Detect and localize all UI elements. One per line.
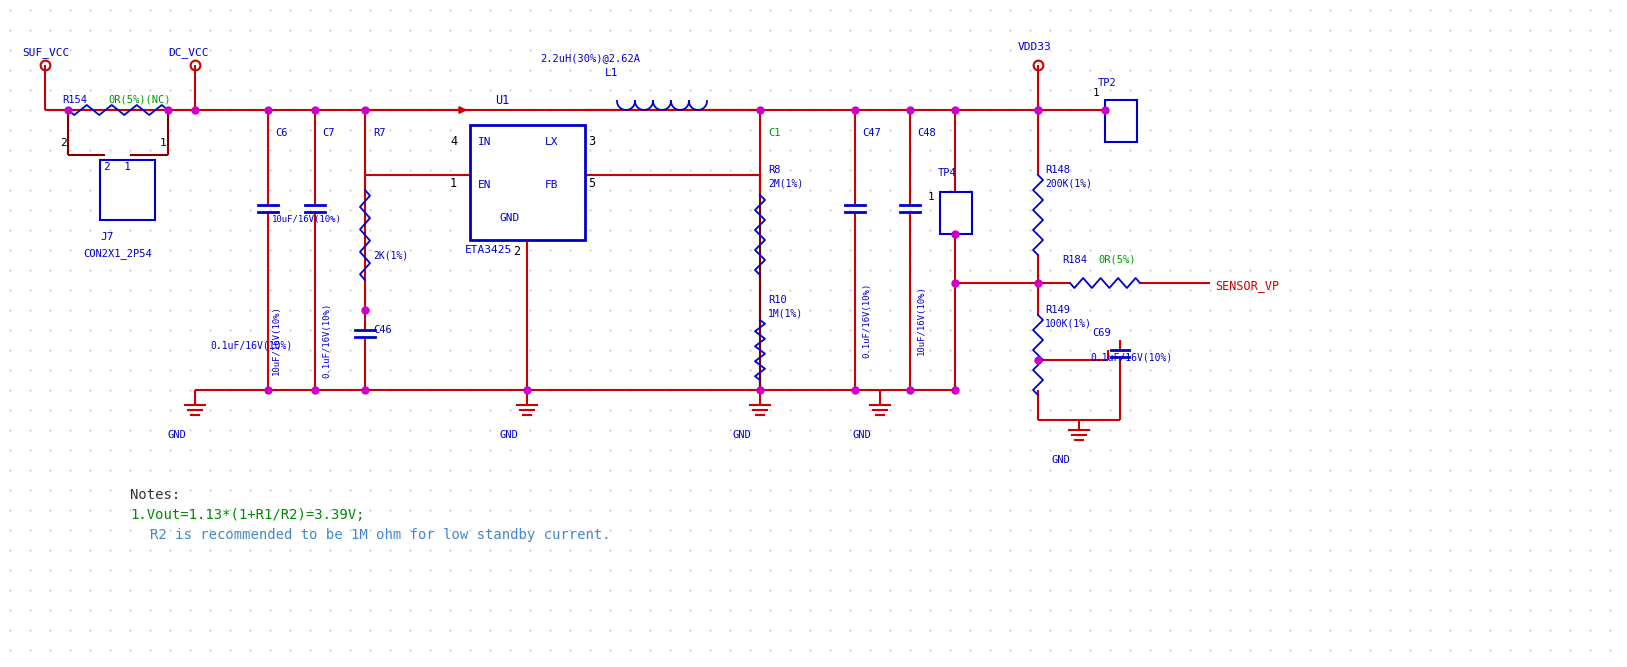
Text: 0.1uF/16V(10%): 0.1uF/16V(10%): [862, 282, 870, 358]
Text: R10: R10: [768, 295, 787, 305]
Text: SUF_VCC: SUF_VCC: [23, 47, 70, 58]
Text: 0.1uF/16V(10%): 0.1uF/16V(10%): [322, 302, 330, 378]
Text: 200K(1%): 200K(1%): [1045, 178, 1092, 188]
Text: VDD33: VDD33: [1019, 42, 1051, 52]
Text: 5: 5: [587, 177, 595, 190]
Text: 1.Vout=1.13*(1+R1/R2)=3.39V;: 1.Vout=1.13*(1+R1/R2)=3.39V;: [130, 508, 364, 522]
Text: C6: C6: [275, 128, 288, 138]
Text: 2K(1%): 2K(1%): [373, 250, 408, 260]
Text: 1: 1: [451, 177, 457, 190]
Text: 3: 3: [587, 135, 595, 148]
Text: C47: C47: [862, 128, 880, 138]
Text: 4: 4: [451, 135, 457, 148]
Bar: [99, 160, 155, 220]
Bar: [940, 192, 971, 234]
Text: R149: R149: [1045, 305, 1071, 315]
Text: 1: 1: [159, 138, 166, 148]
Text: EN: EN: [478, 180, 491, 190]
Text: 10uF/16V(10%): 10uF/16V(10%): [272, 215, 342, 224]
Text: 2.2uH(30%)@2.62A: 2.2uH(30%)@2.62A: [540, 53, 639, 63]
Text: GND: GND: [1053, 455, 1071, 465]
Text: LX: LX: [545, 137, 558, 147]
Text: R184: R184: [1062, 255, 1087, 265]
Text: FB: FB: [545, 180, 558, 190]
Text: R148: R148: [1045, 165, 1071, 175]
Text: R154: R154: [62, 95, 86, 105]
Text: CON2X1_2P54: CON2X1_2P54: [83, 248, 151, 259]
Text: 2: 2: [60, 138, 67, 148]
Text: 1: 1: [927, 192, 936, 202]
Text: ETA3425: ETA3425: [465, 245, 513, 255]
Text: 1: 1: [1093, 88, 1100, 98]
Text: GND: GND: [499, 430, 519, 440]
Text: Notes:: Notes:: [130, 488, 181, 502]
Text: C69: C69: [1092, 328, 1111, 338]
Bar: [470, 125, 586, 240]
Text: 0.1uF/16V(10%): 0.1uF/16V(10%): [1090, 352, 1171, 362]
Text: GND: GND: [499, 213, 521, 223]
Text: TP2: TP2: [1098, 78, 1116, 88]
Text: L1: L1: [605, 68, 618, 78]
Text: R7: R7: [373, 128, 386, 138]
Text: DC_VCC: DC_VCC: [168, 47, 208, 58]
Text: J7: J7: [99, 232, 114, 242]
Text: 0.1uF/16V(10%): 0.1uF/16V(10%): [210, 340, 293, 350]
Text: 2: 2: [513, 245, 521, 258]
Text: C46: C46: [373, 325, 392, 335]
Text: GND: GND: [168, 430, 187, 440]
Text: 10uF/16V(10%): 10uF/16V(10%): [918, 285, 926, 355]
Text: 2  1: 2 1: [104, 162, 132, 172]
Text: 2M(1%): 2M(1%): [768, 178, 804, 188]
Text: 10uF/16V(10%): 10uF/16V(10%): [272, 305, 281, 375]
Text: SENSOR_VP: SENSOR_VP: [1215, 279, 1279, 292]
Bar: [1105, 100, 1137, 142]
Text: IN: IN: [478, 137, 491, 147]
Text: R2 is recommended to be 1M ohm for low standby current.: R2 is recommended to be 1M ohm for low s…: [150, 528, 610, 542]
Text: C1: C1: [768, 128, 781, 138]
Text: GND: GND: [734, 430, 752, 440]
Text: GND: GND: [853, 430, 872, 440]
Text: C7: C7: [322, 128, 335, 138]
Text: C48: C48: [918, 128, 936, 138]
Text: 100K(1%): 100K(1%): [1045, 318, 1092, 328]
Text: TP4: TP4: [939, 168, 957, 178]
Text: 0R(5%): 0R(5%): [1098, 255, 1136, 265]
Text: R8: R8: [768, 165, 781, 175]
Text: 0R(5%)(NC): 0R(5%)(NC): [107, 95, 171, 105]
Text: 1M(1%): 1M(1%): [768, 308, 804, 318]
Text: U1: U1: [495, 94, 509, 107]
